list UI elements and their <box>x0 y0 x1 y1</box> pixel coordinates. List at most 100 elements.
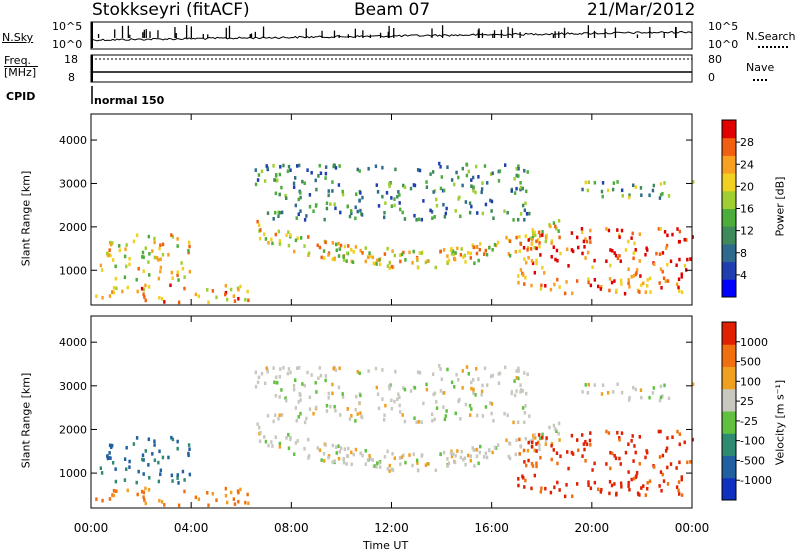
power-cell <box>425 185 429 189</box>
power-cell <box>621 193 624 198</box>
power-cell <box>584 237 587 241</box>
power-cell <box>415 256 419 261</box>
power-colorbar-segment <box>722 173 736 192</box>
velocity-cell <box>614 456 618 461</box>
velocity-cell <box>141 457 144 462</box>
power-cell <box>531 261 535 266</box>
velocity-cell <box>358 401 361 405</box>
power-cell <box>426 259 429 263</box>
power-cell <box>616 256 620 261</box>
power-cell <box>332 164 335 169</box>
power-cell <box>226 297 229 302</box>
power-colorbar-tick-label: 28 <box>740 136 754 149</box>
power-cell <box>334 242 338 247</box>
power-cell <box>669 259 673 264</box>
power-cell <box>537 230 541 235</box>
freq-plot <box>91 55 692 104</box>
velocity-cell <box>433 391 437 396</box>
power-cell <box>159 265 163 270</box>
velocity-cell <box>675 485 679 489</box>
velocity-cell <box>358 371 361 376</box>
power-cell <box>460 247 463 251</box>
power-cell <box>272 164 275 168</box>
power-cell <box>327 189 330 193</box>
velocity-cell <box>163 503 166 507</box>
velocity-cell <box>360 415 364 420</box>
velocity-y-tick-label: 3000 <box>59 380 87 393</box>
power-cell <box>470 204 473 209</box>
velocity-cell <box>287 367 291 371</box>
velocity-colorbar-tick-label: -25 <box>740 415 758 428</box>
power-cell <box>323 256 326 260</box>
velocity-cell <box>263 381 267 386</box>
velocity-cell <box>101 498 104 503</box>
velocity-cell <box>527 458 530 463</box>
power-cell <box>287 243 291 248</box>
power-cell <box>521 186 525 191</box>
power-cell <box>480 187 484 191</box>
power-cell <box>135 277 138 282</box>
x-tick-label: 04:00 <box>174 521 209 535</box>
power-cell <box>490 199 494 204</box>
power-cell <box>388 182 391 186</box>
velocity-cell <box>224 486 228 491</box>
velocity-cell <box>519 383 522 387</box>
velocity-cell <box>188 447 191 451</box>
power-cell <box>383 210 386 215</box>
velocity-cell <box>669 462 673 466</box>
velocity-cell <box>322 452 326 456</box>
power-cell <box>440 175 444 179</box>
power-cell <box>307 235 310 239</box>
velocity-cell <box>465 365 469 369</box>
power-cell <box>278 239 282 243</box>
power-cell <box>294 203 298 208</box>
cpid-mode: normal 150 <box>94 94 165 107</box>
power-cell <box>620 188 624 193</box>
velocity-cell <box>442 450 446 455</box>
velocity-cell <box>519 444 523 449</box>
power-cell <box>685 238 688 242</box>
velocity-cell <box>408 453 411 457</box>
power-cell <box>555 226 558 231</box>
power-cell <box>259 228 262 232</box>
velocity-cell <box>659 395 663 400</box>
velocity-cell <box>535 461 538 466</box>
velocity-cell <box>471 378 475 382</box>
nsearch-label: N.Search <box>746 30 796 43</box>
power-cell <box>517 280 520 285</box>
power-cell <box>183 286 186 291</box>
velocity-cell <box>276 380 279 385</box>
power-cell <box>484 248 488 253</box>
power-cell <box>539 287 543 291</box>
power-cell <box>390 264 394 269</box>
power-cell <box>391 249 394 253</box>
power-cell <box>631 231 634 236</box>
power-cell <box>646 248 649 252</box>
power-cell <box>322 249 326 253</box>
velocity-cell <box>620 484 623 489</box>
velocity-cell <box>513 393 517 398</box>
power-colorbar-segment <box>722 208 736 227</box>
power-cell <box>329 202 332 206</box>
power-cell <box>615 288 618 293</box>
velocity-cell <box>364 448 367 453</box>
power-cell <box>108 248 111 252</box>
velocity-cell <box>519 388 523 392</box>
power-ylabel: Slant Range [km] <box>19 170 33 267</box>
power-cell <box>375 183 378 187</box>
velocity-cell <box>628 395 631 400</box>
velocity-colorbar-tick-label: -500 <box>740 454 765 467</box>
velocity-cell <box>160 500 164 504</box>
power-cell <box>671 232 674 237</box>
velocity-cell <box>361 453 364 458</box>
velocity-cell <box>135 480 138 485</box>
power-cell <box>523 168 526 173</box>
velocity-cell <box>609 450 612 455</box>
power-cell <box>378 262 382 267</box>
power-cell <box>632 274 636 278</box>
velocity-cell <box>515 369 518 373</box>
power-cell <box>147 234 151 239</box>
velocity-cell <box>439 367 442 371</box>
velocity-cell <box>331 382 334 387</box>
velocity-cell <box>582 442 586 446</box>
